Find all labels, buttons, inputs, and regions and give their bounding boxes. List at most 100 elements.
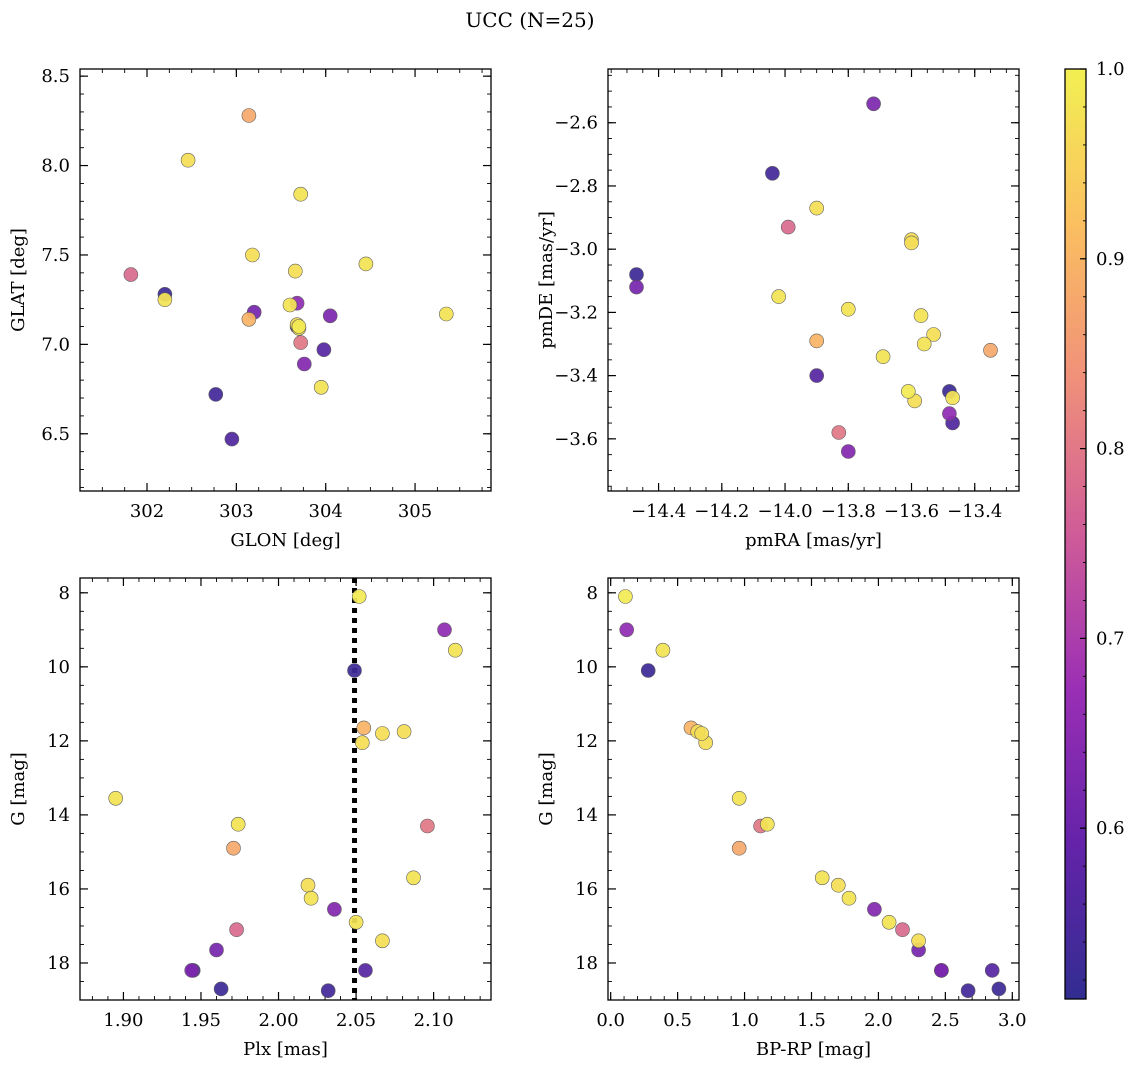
points (618, 589, 1007, 999)
data-point (327, 901, 342, 917)
y-tick-label: 10 (47, 657, 70, 678)
data-point (640, 663, 656, 678)
colorbar-tick-label: 0.8 (1096, 439, 1125, 460)
y-tick-label: 8.0 (41, 156, 70, 177)
plot-frame (79, 577, 492, 1001)
data-point (287, 263, 303, 279)
data-point (157, 292, 173, 308)
data-point (303, 890, 319, 906)
data-point (629, 267, 644, 282)
x-tick-label: −14.4 (631, 501, 686, 522)
data-point (322, 308, 338, 324)
colorbar-tick-label: 0.7 (1096, 628, 1125, 649)
data-point (926, 327, 941, 342)
x-tick-label: −13.6 (884, 501, 939, 522)
data-point (629, 279, 644, 295)
y-tick-label: 16 (575, 879, 598, 900)
data-point (809, 333, 825, 349)
data-point (375, 726, 390, 741)
data-point (437, 622, 452, 638)
y-tick-label: 8 (587, 583, 598, 604)
minor-ticks (80, 578, 491, 1000)
data-point (875, 349, 891, 365)
panels: 302 303 304 305 6.5 7.0 7.5 8.0 8.5 GLON [deg] GLA… (8, 66, 1027, 1060)
points (629, 96, 998, 459)
colorbar-frame (1064, 68, 1087, 1000)
data-point (731, 790, 747, 806)
data-point (655, 642, 671, 658)
colorbar: 0.6 0.7 0.8 0.9 1.0 (1064, 59, 1125, 1000)
data-point (618, 589, 633, 604)
y-axis-label: pmDE [mas/yr] (536, 211, 557, 349)
data-point (438, 306, 454, 322)
data-point (895, 922, 910, 938)
x-tick-label: 304 (309, 501, 343, 522)
y-tick-label: 12 (47, 731, 70, 752)
x-tick-label: −13.4 (947, 501, 1002, 522)
x-tick-label: 0.5 (663, 1010, 692, 1031)
data-point (840, 301, 856, 317)
data-point (245, 247, 260, 263)
x-tick-label: 2.0 (864, 1010, 893, 1031)
minor-ticks (608, 578, 1019, 1000)
data-point (396, 724, 412, 739)
data-point (229, 922, 244, 938)
data-point (934, 963, 949, 978)
colorbar-gradient (1065, 69, 1086, 999)
data-point (358, 256, 374, 272)
panel-bprp-g: 0.0 0.5 1.0 1.5 2.0 2.5 3.0 8 10 12 14 16 18 BP-RP [m… (536, 577, 1027, 1060)
panel-pmra-pmde: −14.4 −14.2 −14.0 −13.8 −13.6 −13.4 −3.6 −3.4 −3… (536, 68, 1020, 551)
data-point (123, 267, 139, 282)
colorbar-tick-label: 1.0 (1096, 59, 1125, 80)
x-tick-label: 2.10 (414, 1010, 454, 1031)
data-point (241, 311, 257, 327)
x-tick-label: 305 (398, 501, 432, 522)
data-point (296, 356, 312, 372)
data-point (866, 96, 881, 112)
x-tick-label: 0.0 (596, 1010, 625, 1031)
data-point (241, 108, 257, 123)
data-point (406, 870, 421, 886)
y-tick-label: −2.8 (554, 176, 598, 197)
plot-frame (607, 577, 1020, 1001)
data-point (184, 963, 199, 978)
x-tick-label: 303 (219, 501, 253, 522)
data-point (351, 589, 367, 604)
data-point (830, 877, 846, 893)
colorbar-tick-label: 0.9 (1096, 249, 1125, 270)
y-tick-label: −3.0 (554, 239, 598, 260)
x-tick-label: −14.0 (757, 501, 812, 522)
data-point (313, 379, 329, 395)
y-tick-label: 6.5 (41, 424, 70, 445)
data-point (356, 720, 372, 736)
colorbar-tick-label: 0.6 (1096, 818, 1125, 839)
data-point (282, 297, 298, 313)
data-point (619, 622, 635, 638)
data-point (447, 642, 463, 658)
y-tick-label: 14 (47, 805, 70, 826)
data-point (358, 963, 373, 978)
data-point (814, 870, 830, 886)
data-point (841, 890, 857, 906)
data-point (293, 335, 309, 350)
y-axis-label: G [mag] (536, 752, 557, 825)
x-tick-label: 1.90 (103, 1010, 143, 1031)
x-tick-label: 2.05 (336, 1010, 376, 1031)
y-tick-label: 12 (575, 731, 598, 752)
x-axis-label: Plx [mas] (243, 1039, 328, 1060)
x-tick-label: 1.5 (797, 1010, 826, 1031)
y-tick-label: −3.4 (554, 366, 598, 387)
y-tick-label: 14 (575, 805, 598, 826)
data-point (375, 933, 390, 949)
data-point (226, 840, 241, 856)
data-point (900, 384, 916, 399)
data-point (984, 963, 1000, 978)
x-tick-label: 1.0 (730, 1010, 759, 1031)
y-tick-label: 18 (575, 953, 598, 974)
y-axis-label: GLAT [deg] (8, 228, 29, 332)
data-point (348, 914, 364, 930)
data-point (765, 166, 780, 181)
points (123, 108, 454, 447)
data-point (780, 219, 796, 235)
data-point (320, 983, 336, 999)
